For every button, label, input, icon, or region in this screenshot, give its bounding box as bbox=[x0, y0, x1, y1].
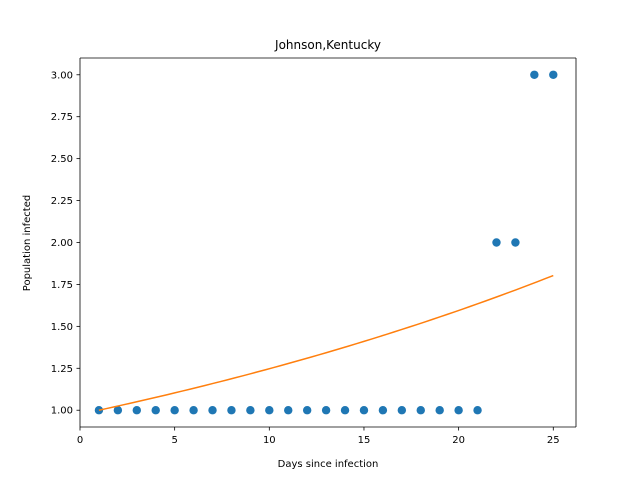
data-point bbox=[511, 238, 520, 247]
data-point bbox=[113, 406, 123, 415]
x-tick-label: 25 bbox=[547, 435, 560, 446]
y-tick-label: 1.00 bbox=[51, 406, 73, 417]
y-tick-label: 1.25 bbox=[51, 364, 73, 375]
x-tick-label: 5 bbox=[171, 435, 177, 446]
data-point bbox=[454, 406, 463, 415]
data-point bbox=[227, 406, 236, 415]
data-point bbox=[416, 406, 425, 415]
axes: 0 5 10 15 20 25 1.00 1.25 1.50 1.75 2.00 2.25 2.50 2.… bbox=[51, 57, 577, 446]
y-tick-label: 2.25 bbox=[51, 196, 73, 207]
y-tick-label: 1.50 bbox=[51, 322, 73, 333]
data-point bbox=[151, 406, 160, 415]
y-tick-label: 2.50 bbox=[51, 154, 73, 165]
x-tick-label: 15 bbox=[358, 435, 371, 446]
data-point bbox=[321, 406, 331, 415]
data-point bbox=[378, 406, 388, 415]
data-point bbox=[246, 406, 255, 415]
data-point bbox=[359, 406, 369, 415]
y-tick-label: 2.00 bbox=[51, 238, 73, 249]
y-axis-label: Population infected bbox=[22, 195, 33, 291]
x-tick-label: 10 bbox=[263, 435, 276, 446]
data-point bbox=[284, 406, 293, 415]
x-tick-label: 0 bbox=[77, 435, 83, 446]
y-tick-label: 3.00 bbox=[51, 70, 73, 81]
x-axis-label: Days since infection bbox=[278, 459, 379, 470]
data-point bbox=[549, 70, 558, 79]
y-tick-label: 2.75 bbox=[51, 112, 73, 123]
y-tick-label: 1.75 bbox=[51, 280, 73, 291]
data-point bbox=[302, 406, 312, 415]
fit-line bbox=[98, 274, 554, 411]
data-point bbox=[132, 406, 141, 415]
data-point bbox=[170, 406, 179, 415]
x-tick-label: 20 bbox=[452, 435, 465, 446]
data-point bbox=[473, 406, 482, 415]
data-point bbox=[189, 406, 198, 415]
data-point bbox=[208, 406, 217, 415]
data-point bbox=[265, 406, 274, 415]
data-point bbox=[492, 238, 501, 247]
data-point bbox=[340, 406, 350, 415]
data-point bbox=[397, 406, 407, 415]
chart-marks bbox=[94, 70, 558, 415]
data-point bbox=[530, 70, 539, 79]
chart-title: Johnson,Kentucky bbox=[274, 38, 381, 52]
data-point bbox=[94, 406, 104, 415]
data-point bbox=[435, 406, 444, 415]
